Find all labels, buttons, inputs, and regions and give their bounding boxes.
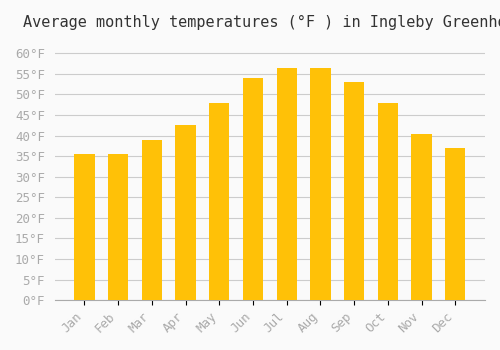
Bar (344, 82, 364, 300)
Bar (378, 103, 398, 300)
Bar (108, 154, 128, 300)
Bar (445, 148, 466, 300)
Bar (276, 68, 297, 300)
Title: Average monthly temperatures (°F ) in Ingleby Greenhow: Average monthly temperatures (°F ) in In… (24, 15, 500, 30)
Bar (412, 133, 432, 300)
Bar (310, 68, 330, 300)
Bar (74, 154, 94, 300)
Bar (209, 103, 230, 300)
Bar (142, 140, 162, 300)
Bar (243, 78, 263, 300)
Bar (176, 125, 196, 300)
